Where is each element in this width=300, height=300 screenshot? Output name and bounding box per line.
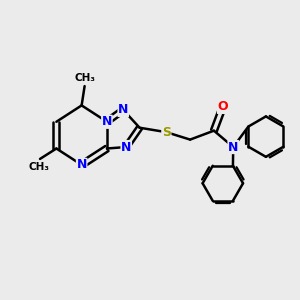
Text: N: N <box>121 140 131 154</box>
Text: S: S <box>162 126 171 139</box>
Text: N: N <box>228 140 238 154</box>
Text: CH₃: CH₃ <box>28 163 49 172</box>
Text: O: O <box>218 100 228 113</box>
Text: N: N <box>76 158 87 171</box>
Text: N: N <box>102 115 112 128</box>
Text: N: N <box>118 103 128 116</box>
Text: CH₃: CH₃ <box>74 73 95 82</box>
